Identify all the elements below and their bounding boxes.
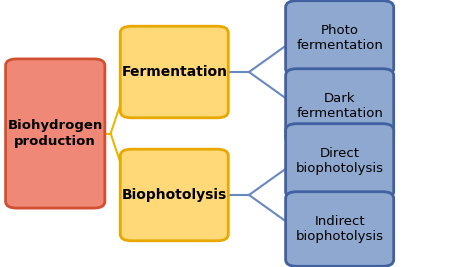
Text: Dark
fermentation: Dark fermentation [296,92,383,120]
FancyBboxPatch shape [286,1,394,75]
FancyBboxPatch shape [120,26,228,118]
Text: Biohydrogen
production: Biohydrogen production [8,120,103,147]
FancyBboxPatch shape [286,192,394,266]
Text: Direct
biophotolysis: Direct biophotolysis [296,147,384,175]
Text: Indirect
biophotolysis: Indirect biophotolysis [296,215,384,243]
Text: Fermentation: Fermentation [122,65,227,79]
Text: Biophotolysis: Biophotolysis [122,188,227,202]
FancyBboxPatch shape [5,59,105,208]
Text: Photo
fermentation: Photo fermentation [296,24,383,52]
FancyBboxPatch shape [286,124,394,198]
FancyBboxPatch shape [120,149,228,241]
FancyBboxPatch shape [286,69,394,143]
